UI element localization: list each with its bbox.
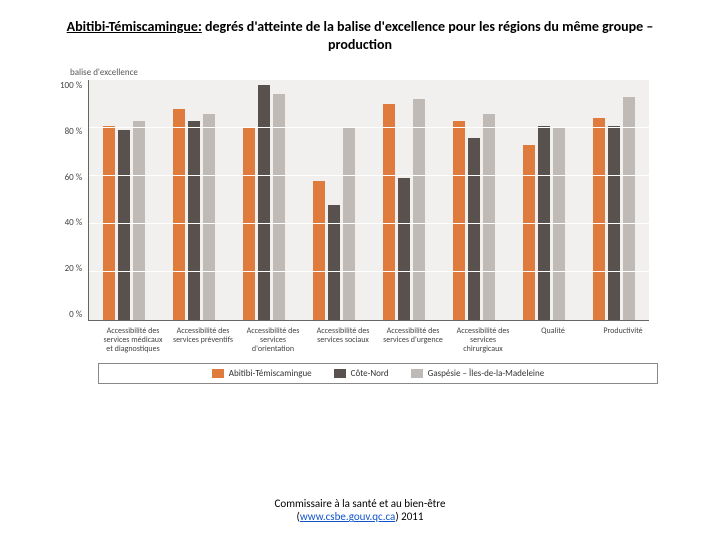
bar-group: [229, 80, 299, 320]
y-axis-title: balise d'excellence: [70, 67, 660, 78]
legend: Abitibi-Témiscamingue Côte-Nord Gaspésie –…: [98, 363, 658, 384]
bar: [553, 128, 565, 320]
slide: Abitibi-Témiscamingue: degrés d'atteinte…: [0, 0, 720, 540]
grid-line: [89, 175, 649, 176]
bar: [398, 178, 410, 320]
bar-group: [439, 80, 509, 320]
bar: [453, 121, 465, 320]
y-axis: 100 % 80 % 60 % 40 % 20 % 0 %: [60, 80, 88, 320]
x-tick: Accessibilité des services sociaux: [308, 327, 378, 353]
bar: [623, 97, 635, 320]
bar: [383, 104, 395, 320]
bar: [118, 130, 130, 320]
grid-line: [89, 223, 649, 224]
bar-group: [369, 80, 439, 320]
x-tick: Accessibilité des services chirurgicaux: [448, 327, 518, 353]
title-rest: degrés d'atteinte de la balise d'excelle…: [202, 18, 654, 53]
bar: [413, 99, 425, 320]
plot-area: [88, 80, 649, 321]
x-tick: Accessibilité des services d'orientation: [238, 327, 308, 353]
bar: [203, 114, 215, 320]
title-region: Abitibi-Témiscamingue:: [67, 18, 202, 35]
bar: [243, 128, 255, 320]
legend-item: Gaspésie – Îles-de-la-Madeleine: [411, 368, 545, 379]
bar: [273, 94, 285, 320]
bar: [133, 121, 145, 320]
bar-group: [299, 80, 369, 320]
bar-group: [509, 80, 579, 320]
y-tick: 60 %: [65, 172, 83, 183]
bar: [593, 118, 605, 320]
grid-line: [89, 271, 649, 272]
plot-row: 100 % 80 % 60 % 40 % 20 % 0 %: [60, 80, 660, 321]
x-axis: Accessibilité des services médicaux et d…: [98, 327, 658, 353]
legend-label: Abitibi-Témiscamingue: [229, 368, 312, 379]
bar: [173, 109, 185, 320]
grid-line: [89, 127, 649, 128]
legend-swatch: [334, 369, 346, 378]
bar: [313, 181, 325, 320]
page-title: Abitibi-Témiscamingue: degrés d'atteinte…: [40, 18, 680, 53]
x-tick: Qualité: [518, 327, 588, 353]
legend-item: Abitibi-Témiscamingue: [212, 368, 312, 379]
bar: [483, 114, 495, 320]
legend-swatch: [411, 369, 423, 378]
chart-container: balise d'excellence 100 % 80 % 60 % 40 % 20 …: [60, 67, 660, 384]
y-tick: 80 %: [65, 126, 83, 137]
footer-line1: Commissaire à la santé et au bien-être: [275, 497, 446, 510]
y-tick: 100 %: [60, 80, 82, 91]
y-tick: 0 %: [69, 309, 82, 320]
bar-group: [159, 80, 229, 320]
footer-year: 2011: [399, 510, 424, 523]
bar: [468, 138, 480, 320]
bar: [523, 145, 535, 320]
bar: [258, 85, 270, 320]
x-tick: Accessibilité des services médicaux et d…: [98, 327, 168, 353]
bar: [343, 128, 355, 320]
legend-swatch: [212, 369, 224, 378]
y-tick: 20 %: [65, 263, 83, 274]
legend-item: Côte-Nord: [334, 368, 389, 379]
bar: [188, 121, 200, 320]
footer: Commissaire à la santé et au bien-être (…: [0, 497, 720, 525]
grid-line: [89, 79, 649, 80]
bar-groups: [89, 80, 649, 320]
legend-label: Côte-Nord: [351, 368, 389, 379]
x-tick: Accessibilité des services préventifs: [168, 327, 238, 353]
x-tick: Accessibilité des services d'urgence: [378, 327, 448, 353]
bar-group: [579, 80, 649, 320]
x-tick: Productivité: [588, 327, 658, 353]
footer-link[interactable]: www.csbe.gouv.qc.ca: [300, 510, 395, 523]
bar-group: [89, 80, 159, 320]
y-tick: 40 %: [65, 217, 83, 228]
legend-label: Gaspésie – Îles-de-la-Madeleine: [428, 368, 545, 379]
